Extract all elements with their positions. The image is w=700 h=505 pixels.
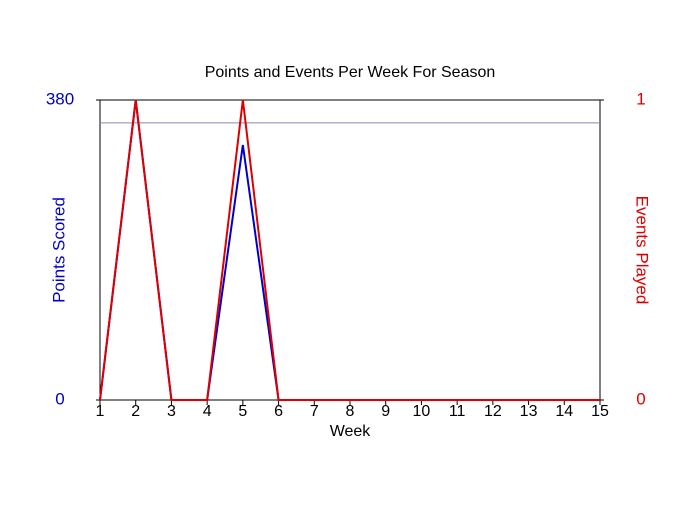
- x-tick-label: 10: [413, 403, 431, 420]
- x-tick-label: 14: [555, 403, 573, 420]
- x-tick-label: 7: [310, 403, 319, 420]
- y2-axis-label: Events Played: [633, 196, 652, 305]
- x-tick-label: 15: [591, 403, 609, 420]
- x-tick-label: 3: [167, 403, 176, 420]
- y2-tick-label: 1: [636, 89, 645, 108]
- x-tick-label: 8: [346, 403, 355, 420]
- x-tick-label: 11: [449, 403, 466, 420]
- x-tick-label: 1: [96, 403, 105, 420]
- series-line: [99, 99, 600, 401]
- x-axis-label: Week: [330, 423, 372, 440]
- x-tick-label: 9: [381, 403, 390, 420]
- x-tick-label: 6: [274, 403, 283, 420]
- x-tick-label: 4: [203, 403, 212, 420]
- x-tick-label: 2: [131, 403, 140, 420]
- x-tick-label: 13: [520, 403, 538, 420]
- x-tick-label: 12: [484, 403, 502, 420]
- y-axis-label: Points Scored: [49, 197, 68, 303]
- y-tick-label: 0: [55, 389, 64, 408]
- chart-title: Points and Events Per Week For Season: [205, 64, 496, 81]
- x-tick-label: 5: [238, 403, 247, 420]
- y-tick-label: 380: [46, 89, 74, 108]
- y2-tick-label: 0: [636, 389, 645, 408]
